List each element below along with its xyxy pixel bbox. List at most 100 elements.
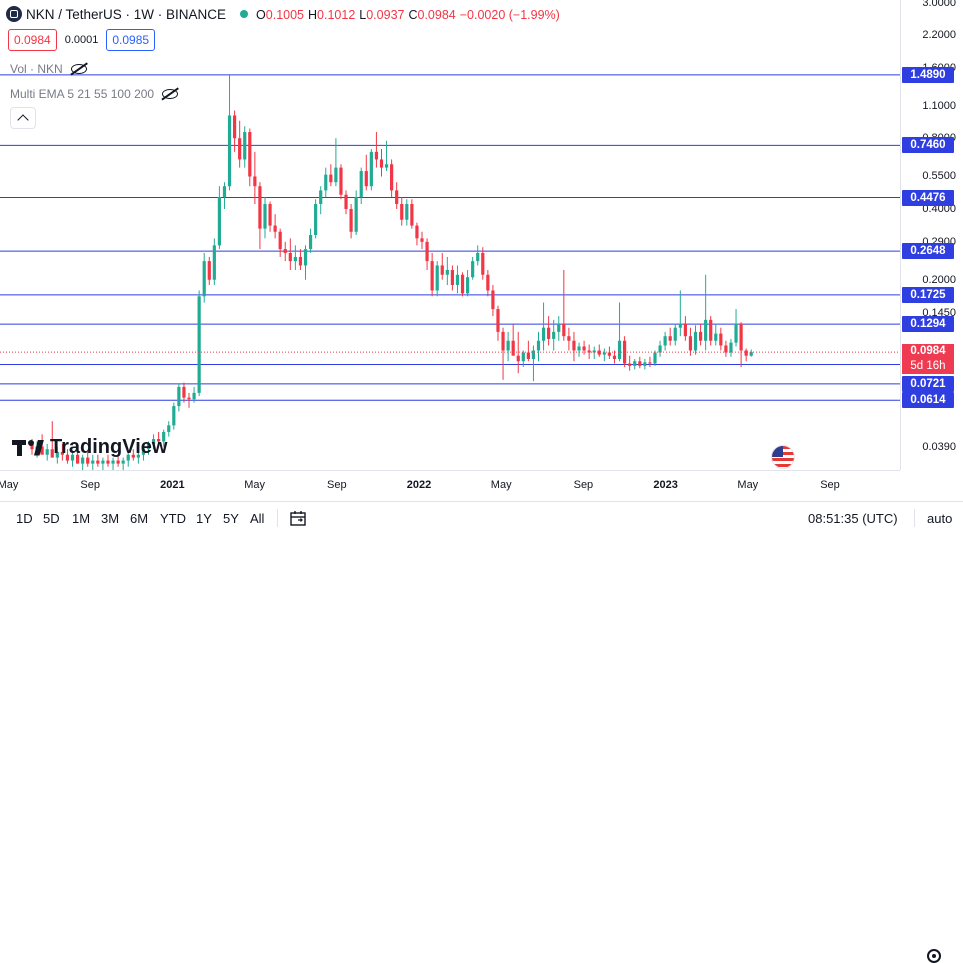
- range-button-5y[interactable]: 5Y: [223, 511, 239, 526]
- candle: [653, 350, 657, 366]
- candle: [329, 164, 333, 187]
- candle: [374, 132, 379, 168]
- divider: [277, 509, 278, 527]
- candle-body: [40, 446, 44, 455]
- range-button-1m[interactable]: 1M: [72, 511, 91, 526]
- time-tick-label: 2023: [653, 479, 678, 491]
- candle: [577, 342, 581, 357]
- time-tick-label: 2022: [406, 479, 432, 491]
- candle: [638, 356, 642, 369]
- candle: [253, 151, 257, 205]
- candle-body: [217, 196, 222, 246]
- time-axis[interactable]: May Sep 2021 May Sep 2022 May Sep 2023 May Sep: [0, 470, 941, 963]
- symbol-title[interactable]: NKN / TetherUS · 1W · BINANCE: [26, 7, 227, 22]
- candle-body: [192, 392, 196, 400]
- tradingview-logo[interactable]: TradingView: [12, 436, 167, 459]
- candle-body: [440, 265, 444, 275]
- candle-body: [298, 256, 303, 266]
- candle: [258, 182, 262, 250]
- candle-body: [511, 340, 515, 356]
- time-tick-label: May: [0, 479, 19, 491]
- collapse-legend-button[interactable]: [10, 107, 36, 129]
- candle-body: [207, 261, 211, 280]
- ohlc-value: 0.1005: [265, 8, 305, 22]
- utc-clock[interactable]: 08:51:35 (UTC): [808, 511, 898, 526]
- candle: [187, 392, 191, 408]
- candle-body: [557, 323, 561, 332]
- candle: [369, 148, 373, 191]
- range-button-1y[interactable]: 1Y: [196, 511, 212, 526]
- candle: [390, 159, 394, 197]
- candle: [557, 316, 561, 341]
- bottom-toolbar: 1D 5D 1M 3M 6M YTD 1Y 5Y All 08:51:35 (UTC) auto: [0, 501, 963, 533]
- buy-price-button[interactable]: 0.0985: [106, 29, 156, 51]
- symbol-icon[interactable]: [6, 6, 22, 22]
- eye-hidden-icon[interactable]: [162, 89, 179, 99]
- range-button-ytd[interactable]: YTD: [160, 511, 186, 526]
- candle: [222, 182, 227, 209]
- candle-body: [86, 457, 90, 464]
- bar-countdown: 5d 16h: [910, 360, 946, 373]
- candle: [693, 325, 698, 355]
- candle-body: [405, 204, 409, 220]
- candle-body: [653, 352, 657, 364]
- volume-indicator-row[interactable]: Vol · NKN: [10, 62, 87, 76]
- candle: [141, 446, 146, 461]
- candle: [121, 457, 125, 470]
- candle: [70, 451, 75, 467]
- candle: [445, 256, 449, 285]
- candle-body: [430, 261, 434, 291]
- range-button-5d[interactable]: 5D: [43, 511, 60, 526]
- candle: [709, 316, 713, 346]
- candle-body: [471, 261, 475, 278]
- candle-body: [187, 397, 191, 400]
- level-price-label: 0.1294: [902, 316, 954, 333]
- symbol-legend: NKN / TetherUS · 1W · BINANCE O0.1005 H0.1…: [6, 6, 564, 22]
- candle-body: [324, 174, 328, 191]
- candle-body: [314, 204, 318, 235]
- chart-canvas[interactable]: [0, 0, 900, 470]
- candle: [430, 252, 434, 297]
- range-button-3m[interactable]: 3M: [101, 511, 120, 526]
- auto-scale-button[interactable]: auto: [927, 511, 953, 526]
- time-tick-label: Sep: [820, 479, 840, 491]
- ohlc-value: 0.1012: [317, 8, 356, 22]
- ema-indicator-row[interactable]: Multi EMA 5 21 55 100 200: [10, 87, 179, 101]
- candle-body: [658, 345, 662, 353]
- candle-body: [724, 345, 728, 353]
- range-button-1d[interactable]: 1D: [16, 511, 33, 526]
- candle-body: [354, 196, 358, 232]
- candle: [582, 340, 586, 355]
- divider: [914, 509, 915, 527]
- candle-body: [131, 454, 135, 458]
- range-button-all[interactable]: All: [250, 511, 265, 526]
- price-axis[interactable]: 0.03900.14500.20000.29000.40000.55000.80…: [900, 0, 963, 470]
- flag-icon[interactable]: [772, 446, 794, 468]
- candle-body: [96, 460, 100, 464]
- candle-body: [278, 231, 282, 250]
- candle-body: [329, 174, 333, 183]
- candle-body: [678, 323, 682, 328]
- range-button-6m[interactable]: 6M: [130, 511, 149, 526]
- candle-body: [486, 274, 490, 291]
- eye-hidden-icon[interactable]: [70, 64, 87, 74]
- candle: [172, 402, 176, 430]
- candle-body: [60, 451, 64, 455]
- candle: [516, 331, 520, 374]
- sell-price-button[interactable]: 0.0984: [8, 29, 57, 51]
- candle: [344, 190, 348, 215]
- gear-icon[interactable]: [927, 949, 941, 963]
- candle: [75, 449, 80, 464]
- level-price-label: 1.4890: [902, 66, 954, 83]
- candle: [177, 383, 181, 412]
- candle-body: [648, 362, 652, 364]
- level-price-label: 0.4476: [902, 189, 954, 206]
- calendar-range-icon[interactable]: [290, 510, 308, 526]
- chart-area[interactable]: NKN / TetherUS · 1W · BINANCE O0.1005 H0.1…: [0, 0, 900, 470]
- price-tick-label: 0.0390: [922, 440, 956, 453]
- candle-body: [531, 350, 536, 359]
- candle-body: [638, 361, 642, 366]
- candle-body: [227, 115, 232, 187]
- candle-body: [739, 323, 743, 351]
- candle-body: [303, 249, 308, 266]
